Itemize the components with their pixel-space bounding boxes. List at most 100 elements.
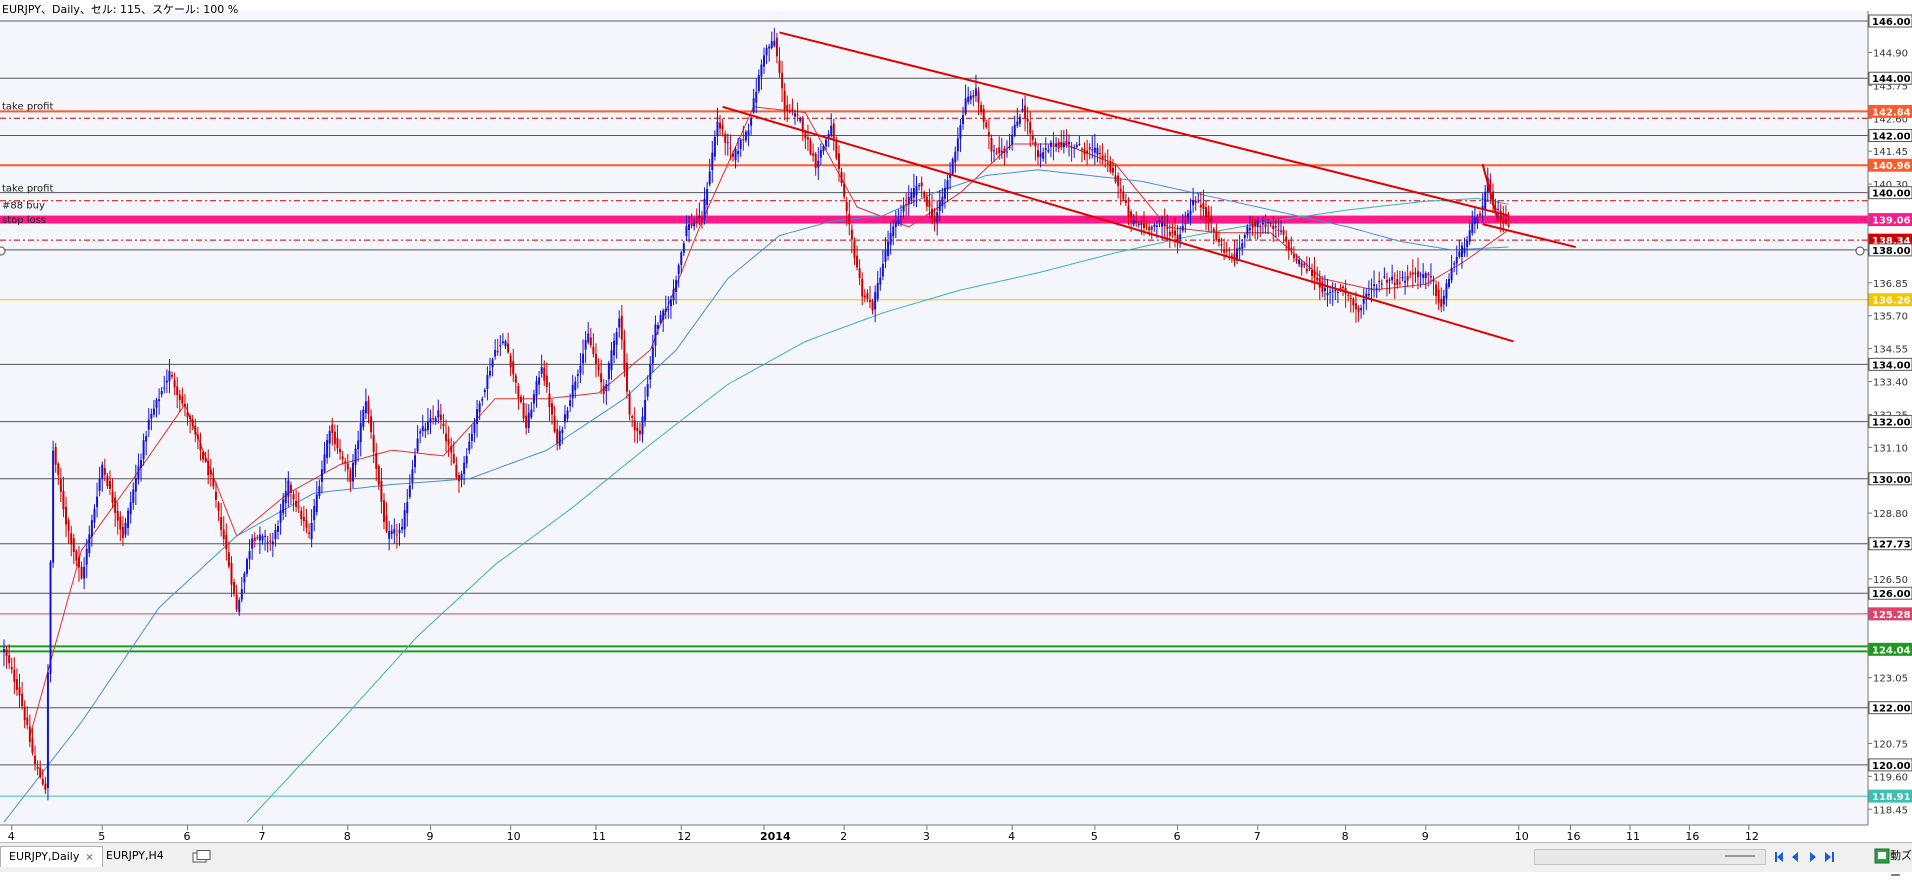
- last-page-icon[interactable]: [1832, 852, 1834, 862]
- candle-body: [848, 213, 851, 225]
- candle-body: [1186, 213, 1189, 220]
- candle-body: [248, 551, 251, 560]
- candle-body: [861, 278, 864, 297]
- candle-body: [1137, 223, 1140, 225]
- tab-eurjpy-h4[interactable]: EURJPY,H4: [98, 846, 172, 866]
- price-chart[interactable]: take profit take profit #88 buy stop loss 1…: [0, 0, 1912, 843]
- time-axis[interactable]: 4 5 6 7 8 9 10 11 12 2014 2 3 4 5 6 7 8 9 10 16 11 16 12: [8, 825, 1759, 843]
- candle-body: [695, 221, 698, 223]
- candle-body: [571, 384, 574, 399]
- candle-body: [1450, 268, 1453, 281]
- candle-body: [669, 299, 672, 307]
- candle-body: [1088, 147, 1091, 150]
- candle-body: [522, 403, 525, 419]
- candle-body: [251, 538, 254, 549]
- candle-body: [196, 434, 199, 439]
- candle-body: [1150, 226, 1153, 230]
- price-axis[interactable]: 146.00 144.90 144.00143.75 142.60 142.00 141.…: [1868, 14, 1912, 816]
- candle-body: [357, 440, 360, 450]
- scroll-thumb[interactable]: [1725, 855, 1755, 857]
- candle-body: [781, 72, 784, 89]
- new-window-icon[interactable]: [192, 850, 212, 864]
- candle-body: [1073, 147, 1076, 149]
- candle-body: [868, 300, 871, 302]
- candle-body: [540, 367, 543, 374]
- close-icon[interactable]: ×: [85, 852, 94, 863]
- candle-body: [933, 218, 936, 222]
- candle-body: [1248, 228, 1251, 231]
- candle-body: [1217, 238, 1220, 243]
- candle-body: [1287, 241, 1290, 251]
- candle-body: [1130, 211, 1133, 218]
- tab-eurjpy-daily[interactable]: EURJPY,Daily ×: [0, 846, 103, 867]
- candle-body: [1155, 225, 1158, 228]
- candle-body: [320, 469, 323, 482]
- trend-line[interactable]: [779, 31, 1509, 217]
- candle-body: [163, 387, 166, 389]
- chart-scrollbar[interactable]: [1534, 849, 1766, 865]
- candle-body: [959, 125, 962, 139]
- left-handle[interactable]: [0, 246, 6, 256]
- candle-body: [775, 37, 778, 57]
- candle-body: [721, 125, 724, 130]
- next-page-icon[interactable]: [1810, 852, 1816, 862]
- candle-body: [1424, 273, 1427, 279]
- candle-body: [1184, 223, 1187, 225]
- candle-body: [1166, 227, 1169, 229]
- candle-body: [256, 537, 259, 539]
- candle-body: [876, 283, 879, 300]
- candle-body: [623, 339, 626, 370]
- right-handle[interactable]: [1855, 246, 1865, 256]
- candle-body: [292, 494, 295, 500]
- candle-body: [1329, 291, 1332, 294]
- candle-body: [1458, 251, 1461, 257]
- prev-page-icon[interactable]: [1792, 852, 1798, 862]
- candle-body: [750, 117, 753, 126]
- candle-body: [1021, 108, 1024, 111]
- candle-body: [884, 249, 887, 262]
- trend-lines[interactable]: [722, 31, 1576, 343]
- price-label-box: [1868, 789, 1912, 803]
- candle-body: [698, 215, 701, 219]
- candle-body: [59, 479, 62, 492]
- candle-body: [90, 520, 93, 537]
- candle-body: [814, 153, 817, 169]
- candle-body: [119, 516, 122, 530]
- first-page-icon[interactable]: [1777, 852, 1783, 862]
- candle-body: [969, 95, 972, 100]
- candle-body: [1331, 290, 1334, 292]
- candle-body: [245, 559, 248, 574]
- first-page-icon[interactable]: [1775, 852, 1777, 862]
- price-label-box: [1868, 104, 1912, 118]
- candle-body: [1264, 224, 1267, 228]
- candle-body: [447, 439, 450, 445]
- time-tick-label: 5: [1091, 830, 1098, 842]
- trend-line[interactable]: [1482, 223, 1576, 249]
- candle-body: [235, 594, 238, 610]
- candle-body: [328, 431, 331, 444]
- candle-body: [1279, 230, 1282, 232]
- candle-body: [739, 139, 742, 149]
- candle-body: [349, 470, 352, 482]
- order-labels: take profit take profit #88 buy stop loss: [2, 101, 53, 226]
- trend-line[interactable]: [1481, 163, 1500, 222]
- candle-body: [1277, 229, 1280, 231]
- green-chart-icon[interactable]: [1874, 848, 1890, 864]
- candle-body: [370, 416, 373, 433]
- candle-body: [380, 481, 383, 502]
- candle-body: [269, 540, 272, 542]
- candle-body: [253, 537, 256, 542]
- candle-body: [152, 408, 155, 415]
- candle-body: [21, 693, 24, 707]
- price-tick-label: 134.55: [1873, 345, 1908, 356]
- candle-body: [1044, 148, 1047, 151]
- last-page-icon[interactable]: [1825, 852, 1831, 862]
- trend-line[interactable]: [722, 105, 1514, 343]
- candle-body: [132, 489, 135, 503]
- candle-body: [137, 466, 140, 480]
- candle-body: [1352, 298, 1355, 306]
- zoom-label[interactable]: 動ズー: [1890, 850, 1912, 882]
- candle-body: [496, 351, 499, 353]
- candle-body: [1068, 142, 1071, 145]
